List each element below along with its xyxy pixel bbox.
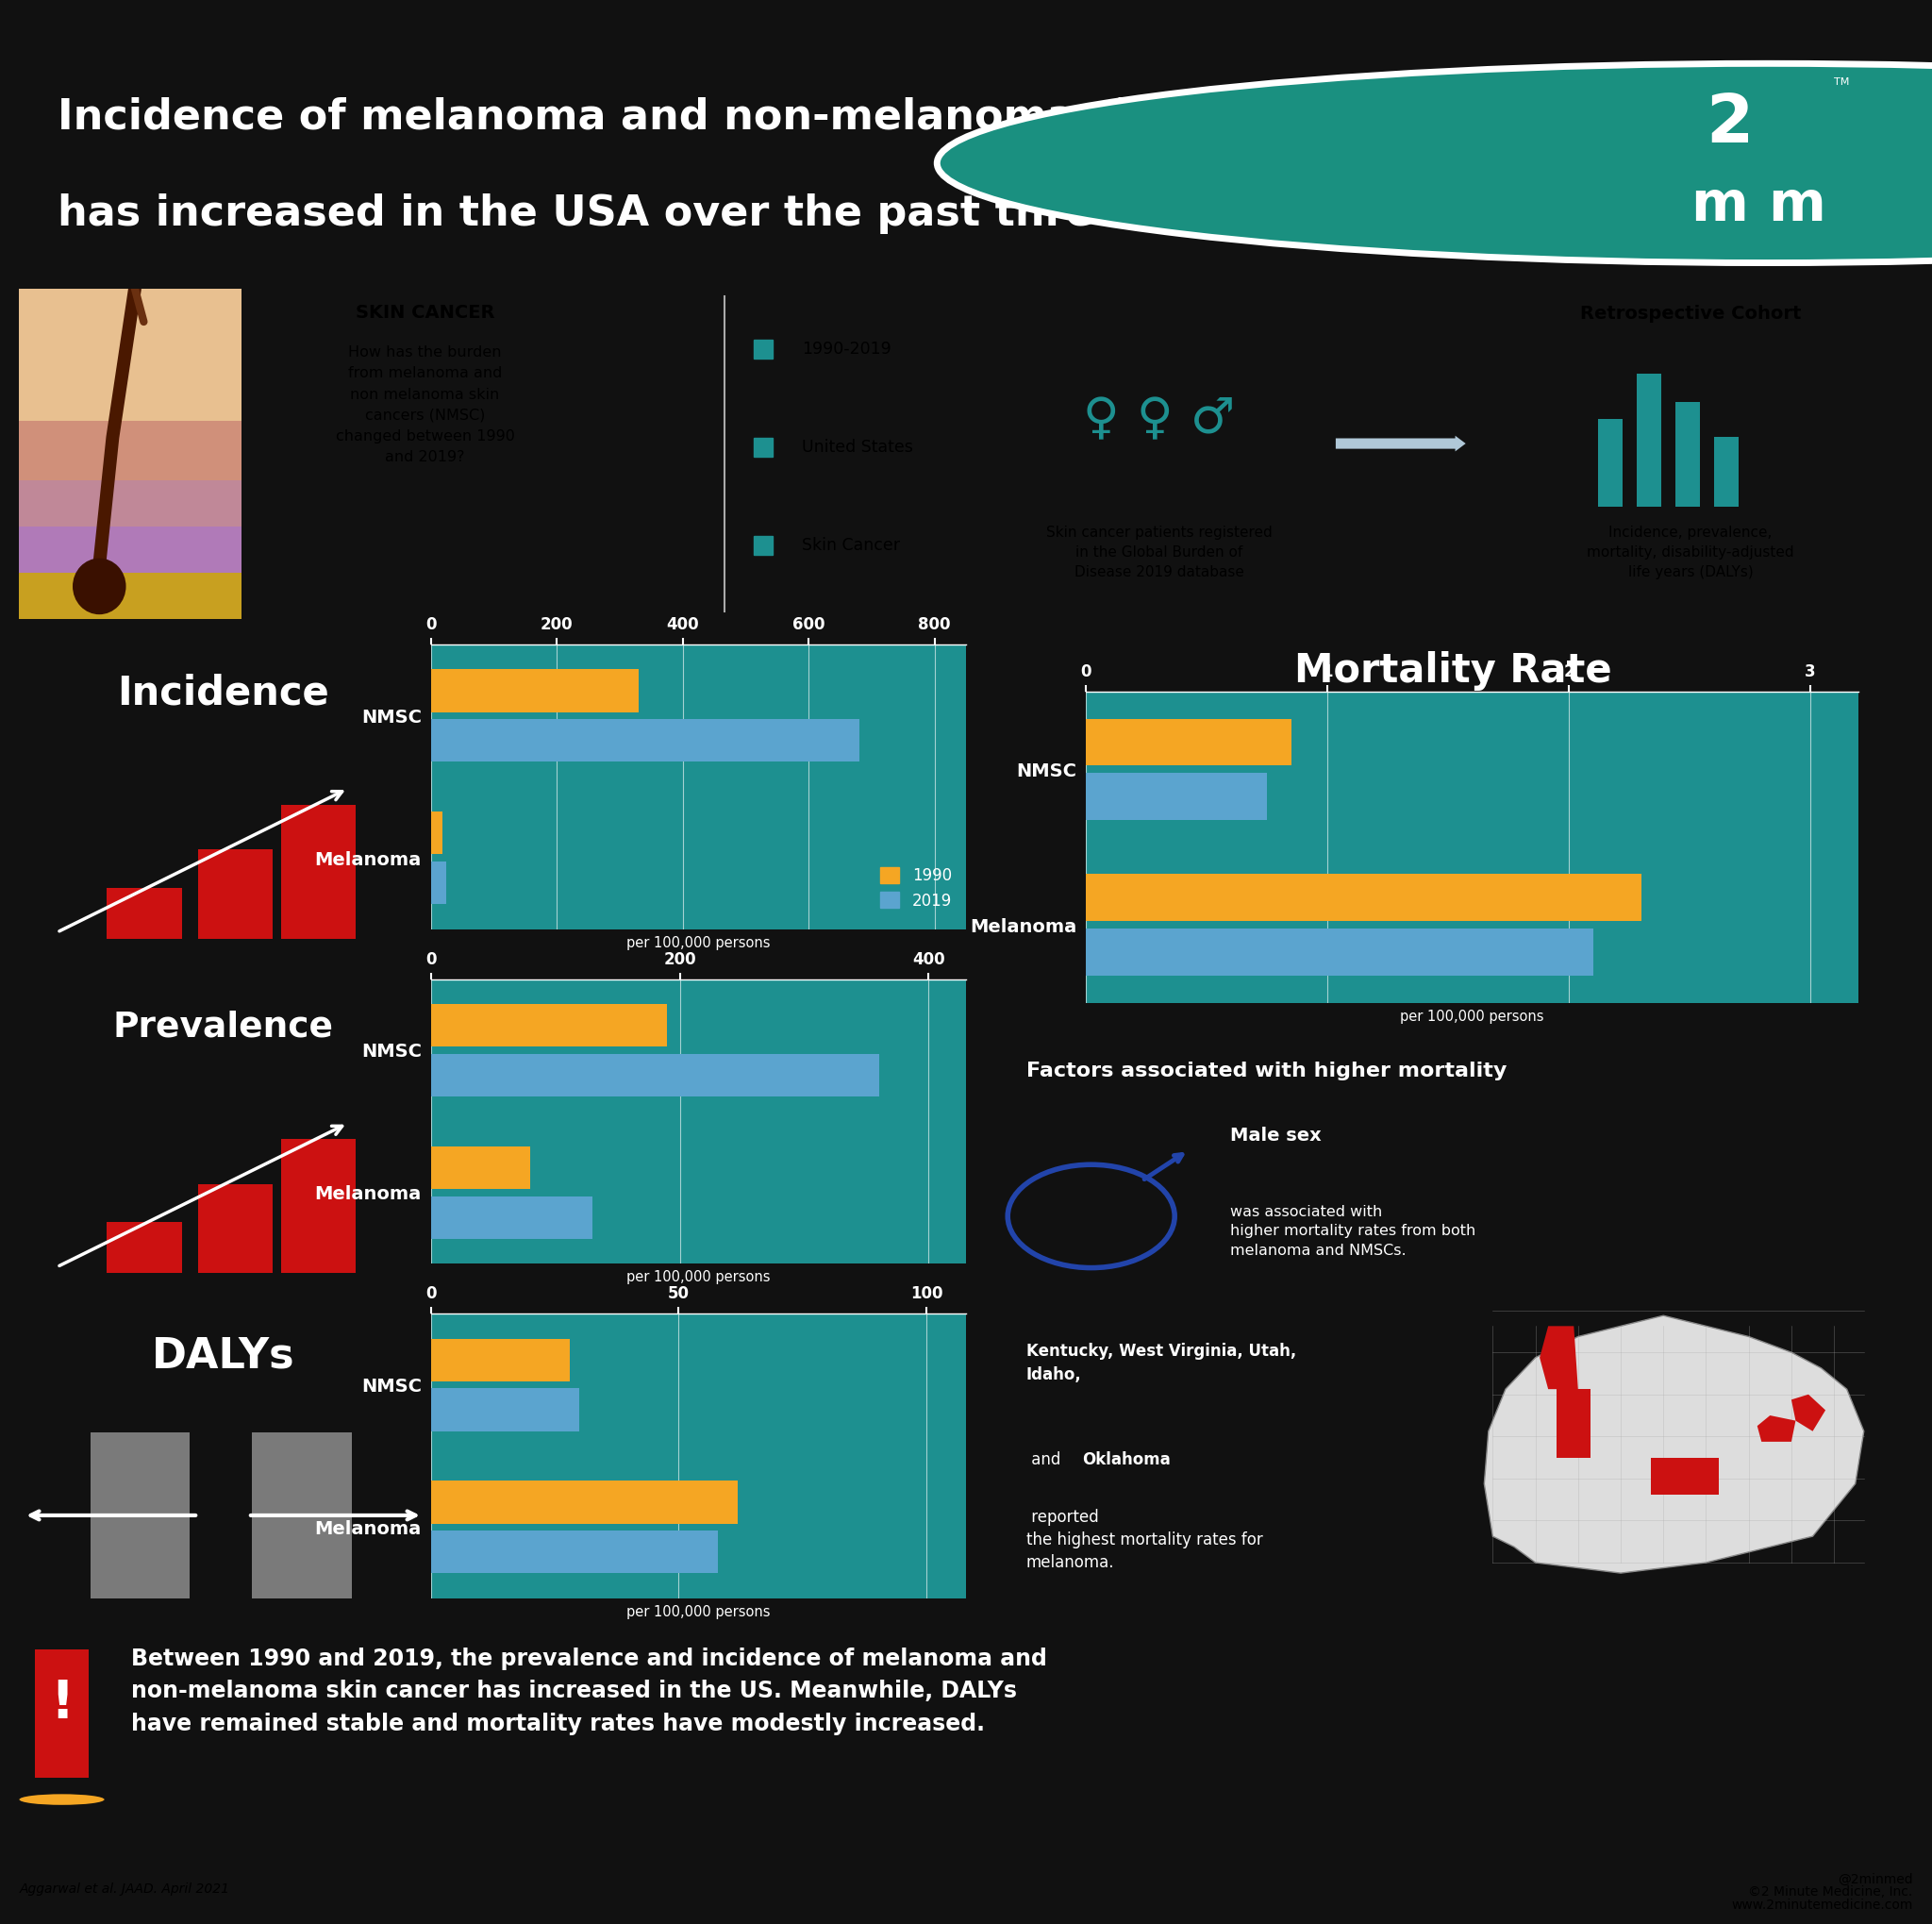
Text: @2minmed: @2minmed	[1837, 1872, 1913, 1886]
Bar	[431, 1532, 719, 1574]
Text: Skin Cancer: Skin Cancer	[802, 537, 900, 554]
Text: Factors associated with higher mortality: Factors associated with higher mortality	[1026, 1062, 1507, 1079]
Text: ©2 Minute Medicine, Inc.: ©2 Minute Medicine, Inc.	[1748, 1886, 1913, 1899]
X-axis label: per 100,000 persons: per 100,000 persons	[626, 1605, 771, 1618]
Text: Skin cancer patients registered
in the Global Burden of
Disease 2019 database: Skin cancer patients registered in the G…	[1045, 525, 1273, 579]
Text: Aggarwal et al. JAAD. April 2021: Aggarwal et al. JAAD. April 2021	[19, 1884, 230, 1895]
Legend: 1990, 2019: 1990, 2019	[875, 860, 958, 916]
Bar	[1675, 402, 1700, 506]
Text: SKIN CANCER: SKIN CANCER	[355, 304, 495, 321]
Polygon shape	[1540, 1326, 1578, 1389]
X-axis label: per 100,000 persons: per 100,000 persons	[626, 1270, 771, 1285]
Text: Male sex: Male sex	[1231, 1127, 1321, 1145]
Text: was associated with
higher mortality rates from both
melanoma and NMSCs.: was associated with higher mortality rat…	[1231, 1204, 1476, 1258]
Bar	[282, 1139, 355, 1274]
Text: m: m	[1690, 179, 1748, 231]
Bar	[431, 1389, 580, 1431]
Polygon shape	[1650, 1458, 1719, 1495]
Bar	[431, 812, 442, 854]
Polygon shape	[1484, 1316, 1864, 1574]
Bar	[19, 421, 242, 481]
Bar	[431, 1147, 531, 1189]
Bar	[431, 720, 860, 762]
Circle shape	[937, 63, 1932, 264]
Text: 2: 2	[1706, 90, 1752, 156]
Bar	[19, 289, 242, 421]
Text: and: and	[1026, 1451, 1066, 1468]
Bar	[431, 1197, 593, 1239]
Bar	[19, 527, 242, 573]
Polygon shape	[1557, 1389, 1590, 1458]
Text: Prevalence: Prevalence	[112, 1010, 334, 1045]
Text: How has the burden
from melanoma and
non melanoma skin
cancers (NMSC)
changed be: How has the burden from melanoma and non…	[336, 346, 514, 464]
Text: Oklahoma: Oklahoma	[1082, 1451, 1171, 1468]
Text: DALYs: DALYs	[151, 1335, 296, 1376]
Bar	[282, 804, 355, 939]
Text: Mortality Rate: Mortality Rate	[1294, 650, 1611, 691]
X-axis label: per 100,000 persons: per 100,000 persons	[626, 935, 771, 950]
Bar	[199, 848, 272, 939]
X-axis label: per 100,000 persons: per 100,000 persons	[1401, 1010, 1544, 1024]
Text: Retrospective Cohort: Retrospective Cohort	[1580, 306, 1801, 323]
FancyArrowPatch shape	[1335, 435, 1466, 452]
Bar	[431, 1004, 667, 1047]
Bar	[431, 1481, 738, 1524]
Bar	[35, 1649, 89, 1778]
Text: ♀ ♀ ♂: ♀ ♀ ♂	[1084, 394, 1235, 444]
Bar	[431, 862, 446, 904]
Bar	[431, 1339, 570, 1381]
Bar	[1086, 873, 1640, 922]
Text: Incidence: Incidence	[118, 673, 328, 712]
Text: Between 1990 and 2019, the prevalence and incidence of melanoma and
non-melanoma: Between 1990 and 2019, the prevalence an…	[131, 1647, 1047, 1735]
Bar	[19, 573, 242, 620]
Bar	[1086, 773, 1267, 820]
Text: TM: TM	[1833, 77, 1849, 87]
Text: United States: United States	[802, 439, 914, 456]
Text: 1990-2019: 1990-2019	[802, 341, 891, 358]
Text: m: m	[1768, 179, 1826, 231]
Bar	[1636, 373, 1662, 506]
Text: !: !	[50, 1678, 73, 1730]
Bar	[19, 481, 242, 527]
Bar	[106, 1222, 182, 1274]
Bar	[1714, 437, 1739, 506]
Text: Kentucky, West Virginia, Utah,
Idaho,: Kentucky, West Virginia, Utah, Idaho,	[1026, 1343, 1296, 1383]
Text: Incidence of melanoma and non-melanoma skin cancers: Incidence of melanoma and non-melanoma s…	[58, 96, 1385, 137]
Bar	[106, 887, 182, 939]
Text: www.2minutemedicine.com: www.2minutemedicine.com	[1731, 1899, 1913, 1912]
Text: reported
the highest mortality rates for
melanoma.: reported the highest mortality rates for…	[1026, 1508, 1264, 1572]
Text: Incidence, prevalence,
mortality, disability-adjusted
life years (DALYs): Incidence, prevalence, mortality, disabi…	[1586, 525, 1795, 579]
Bar	[1598, 419, 1623, 506]
Bar	[1086, 718, 1291, 766]
Bar	[91, 1431, 189, 1599]
Bar	[199, 1183, 272, 1274]
Circle shape	[19, 1793, 104, 1805]
Polygon shape	[1791, 1395, 1826, 1431]
Bar	[253, 1431, 352, 1599]
Text: has increased in the USA over the past three decades: has increased in the USA over the past t…	[58, 194, 1333, 235]
Polygon shape	[1758, 1416, 1795, 1441]
Bar	[431, 670, 639, 712]
Bar	[1086, 929, 1592, 975]
Bar	[431, 1054, 879, 1097]
Ellipse shape	[73, 558, 126, 614]
